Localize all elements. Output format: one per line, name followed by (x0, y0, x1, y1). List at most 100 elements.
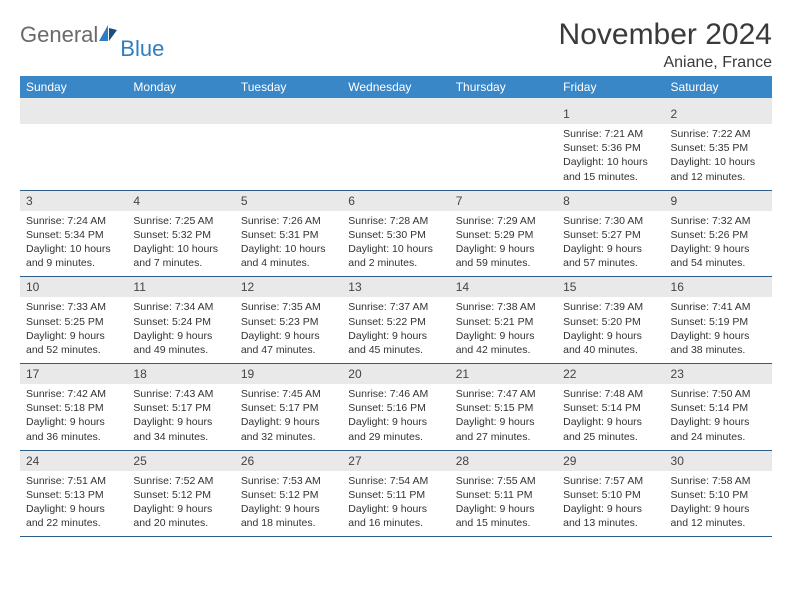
sunrise-text: Sunrise: 7:43 AM (133, 387, 228, 401)
day-cell: 16Sunrise: 7:41 AMSunset: 5:19 PMDayligh… (665, 277, 772, 364)
sunset-text: Sunset: 5:11 PM (456, 488, 551, 502)
day-body: Sunrise: 7:51 AMSunset: 5:13 PMDaylight:… (20, 471, 127, 537)
daylight-text: Daylight: 10 hours and 7 minutes. (133, 242, 228, 270)
day-body: Sunrise: 7:47 AMSunset: 5:15 PMDaylight:… (450, 384, 557, 450)
day-cell (127, 104, 234, 190)
day-cell: 18Sunrise: 7:43 AMSunset: 5:17 PMDayligh… (127, 364, 234, 451)
day-body: Sunrise: 7:48 AMSunset: 5:14 PMDaylight:… (557, 384, 664, 450)
day-cell: 8Sunrise: 7:30 AMSunset: 5:27 PMDaylight… (557, 190, 664, 277)
sail-icon (98, 24, 118, 47)
daylight-text: Daylight: 9 hours and 25 minutes. (563, 415, 658, 443)
day-number: 30 (665, 451, 772, 471)
daylight-text: Daylight: 9 hours and 15 minutes. (456, 502, 551, 530)
day-cell: 29Sunrise: 7:57 AMSunset: 5:10 PMDayligh… (557, 450, 664, 537)
day-cell: 17Sunrise: 7:42 AMSunset: 5:18 PMDayligh… (20, 364, 127, 451)
day-cell: 10Sunrise: 7:33 AMSunset: 5:25 PMDayligh… (20, 277, 127, 364)
day-body: Sunrise: 7:22 AMSunset: 5:35 PMDaylight:… (665, 124, 772, 190)
day-body (127, 124, 234, 186)
brand-text-blue: Blue (120, 36, 164, 62)
day-number: 2 (665, 104, 772, 124)
sunrise-text: Sunrise: 7:45 AM (241, 387, 336, 401)
sunrise-text: Sunrise: 7:58 AM (671, 474, 766, 488)
sunrise-text: Sunrise: 7:24 AM (26, 214, 121, 228)
day-number: 8 (557, 191, 664, 211)
day-body: Sunrise: 7:33 AMSunset: 5:25 PMDaylight:… (20, 297, 127, 363)
day-cell: 26 Sunrise: 7:53 AMSunset: 5:12 PMDayligh… (235, 450, 342, 537)
daylight-text: Daylight: 10 hours and 2 minutes. (348, 242, 443, 270)
sunrise-text: Sunrise: 7:55 AM (456, 474, 551, 488)
day-cell: 28Sunrise: 7:55 AMSunset: 5:11 PMDayligh… (450, 450, 557, 537)
day-number: 7 (450, 191, 557, 211)
sunrise-text: Sunrise: 7:28 AM (348, 214, 443, 228)
day-body: Sunrise: 7:57 AMSunset: 5:10 PMDaylight:… (557, 471, 664, 537)
day-body: Sunrise: 7:55 AMSunset: 5:11 PMDaylight:… (450, 471, 557, 537)
day-cell: 2Sunrise: 7:22 AMSunset: 5:35 PMDaylight… (665, 104, 772, 190)
weekday-fri: Friday (557, 76, 664, 98)
day-cell: 23Sunrise: 7:50 AMSunset: 5:14 PMDayligh… (665, 364, 772, 451)
day-body: Sunrise: 7:50 AMSunset: 5:14 PMDaylight:… (665, 384, 772, 450)
sunrise-text: Sunrise: 7:30 AM (563, 214, 658, 228)
sunset-text: Sunset: 5:10 PM (671, 488, 766, 502)
day-body (450, 124, 557, 186)
day-cell: 13Sunrise: 7:37 AMSunset: 5:22 PMDayligh… (342, 277, 449, 364)
day-number: 24 (20, 451, 127, 471)
day-number (127, 104, 234, 124)
day-number: 19 (235, 364, 342, 384)
week-row: 10Sunrise: 7:33 AMSunset: 5:25 PMDayligh… (20, 277, 772, 364)
day-body: Sunrise: 7:34 AMSunset: 5:24 PMDaylight:… (127, 297, 234, 363)
daylight-text: Daylight: 9 hours and 20 minutes. (133, 502, 228, 530)
day-body: Sunrise: 7:35 AMSunset: 5:23 PMDaylight:… (235, 297, 342, 363)
sunset-text: Sunset: 5:23 PM (241, 315, 336, 329)
sunset-text: Sunset: 5:16 PM (348, 401, 443, 415)
day-number: 23 (665, 364, 772, 384)
weekday-wed: Wednesday (342, 76, 449, 98)
daylight-text: Daylight: 9 hours and 45 minutes. (348, 329, 443, 357)
sunrise-text: Sunrise: 7:53 AM (241, 474, 336, 488)
sunrise-text: Sunrise: 7:29 AM (456, 214, 551, 228)
sunset-text: Sunset: 5:35 PM (671, 141, 766, 155)
sunrise-text: Sunrise: 7:22 AM (671, 127, 766, 141)
sunrise-text: Sunrise: 7:33 AM (26, 300, 121, 314)
day-number: 29 (557, 451, 664, 471)
day-body: Sunrise: 7:41 AMSunset: 5:19 PMDaylight:… (665, 297, 772, 363)
day-body: Sunrise: 7:28 AMSunset: 5:30 PMDaylight:… (342, 211, 449, 277)
day-body: Sunrise: 7:43 AMSunset: 5:17 PMDaylight:… (127, 384, 234, 450)
day-number: 5 (235, 191, 342, 211)
sunset-text: Sunset: 5:12 PM (241, 488, 336, 502)
daylight-text: Daylight: 9 hours and 36 minutes. (26, 415, 121, 443)
day-body: Sunrise: 7:29 AMSunset: 5:29 PMDaylight:… (450, 211, 557, 277)
day-body: Sunrise: 7:37 AMSunset: 5:22 PMDaylight:… (342, 297, 449, 363)
sunset-text: Sunset: 5:14 PM (563, 401, 658, 415)
day-number: 12 (235, 277, 342, 297)
day-number: 26 (235, 451, 342, 471)
sunset-text: Sunset: 5:29 PM (456, 228, 551, 242)
sunset-text: Sunset: 5:30 PM (348, 228, 443, 242)
sunrise-text: Sunrise: 7:35 AM (241, 300, 336, 314)
day-cell: 11Sunrise: 7:34 AMSunset: 5:24 PMDayligh… (127, 277, 234, 364)
daylight-text: Daylight: 9 hours and 18 minutes. (241, 502, 336, 530)
week-row: 3Sunrise: 7:24 AMSunset: 5:34 PMDaylight… (20, 190, 772, 277)
daylight-text: Daylight: 9 hours and 16 minutes. (348, 502, 443, 530)
day-body (342, 124, 449, 186)
daylight-text: Daylight: 9 hours and 47 minutes. (241, 329, 336, 357)
calendar-page: General Blue November 2024 Aniane, Franc… (0, 0, 792, 547)
week-row: 24Sunrise: 7:51 AMSunset: 5:13 PMDayligh… (20, 450, 772, 537)
sunrise-text: Sunrise: 7:39 AM (563, 300, 658, 314)
day-body: Sunrise: 7:21 AMSunset: 5:36 PMDaylight:… (557, 124, 664, 190)
brand-text-general: General (20, 22, 98, 48)
day-number: 25 (127, 451, 234, 471)
sunset-text: Sunset: 5:22 PM (348, 315, 443, 329)
day-cell: 6Sunrise: 7:28 AMSunset: 5:30 PMDaylight… (342, 190, 449, 277)
day-number: 18 (127, 364, 234, 384)
sunset-text: Sunset: 5:18 PM (26, 401, 121, 415)
day-number (20, 104, 127, 124)
day-body: Sunrise: 7:42 AMSunset: 5:18 PMDaylight:… (20, 384, 127, 450)
day-number: 9 (665, 191, 772, 211)
weekday-sat: Saturday (665, 76, 772, 98)
daylight-text: Daylight: 9 hours and 29 minutes. (348, 415, 443, 443)
sunset-text: Sunset: 5:10 PM (563, 488, 658, 502)
day-number (342, 104, 449, 124)
day-number: 3 (20, 191, 127, 211)
day-cell: 25Sunrise: 7:52 AMSunset: 5:12 PMDayligh… (127, 450, 234, 537)
day-cell: 9Sunrise: 7:32 AMSunset: 5:26 PMDaylight… (665, 190, 772, 277)
